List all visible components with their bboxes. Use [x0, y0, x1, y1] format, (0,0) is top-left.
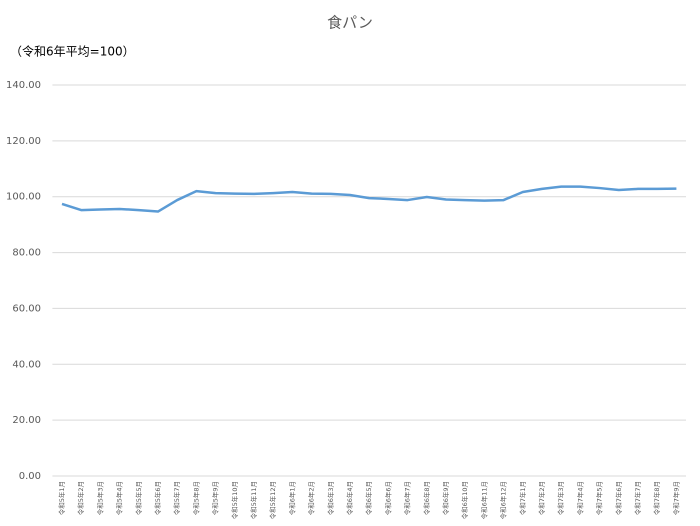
x-tick-label: 令和6年4月	[345, 481, 354, 515]
x-tick-label: 令和5年6月	[153, 481, 162, 515]
x-tick-label: 令和6年1月	[287, 481, 296, 515]
x-tick-label: 令和7年8月	[652, 481, 661, 515]
x-tick-label: 令和6年12月	[499, 481, 508, 519]
y-tick-label: 60.00	[12, 303, 41, 314]
series-line	[61, 185, 677, 213]
x-tick-label: 令和5年3月	[95, 481, 104, 515]
x-tick-label: 令和6年11月	[479, 481, 488, 519]
chart-subtitle: （令和6年平均=100）	[10, 44, 135, 59]
x-tick-label: 令和5年11月	[249, 481, 258, 519]
x-tick-label: 令和6年3月	[326, 481, 335, 515]
x-tick-label: 令和7年6月	[614, 481, 623, 515]
y-tick-label: 20.00	[12, 415, 41, 426]
y-tick-label: 40.00	[12, 359, 41, 370]
y-tick-label: 120.00	[6, 136, 41, 147]
x-tick-label: 令和7年5月	[595, 481, 604, 515]
x-tick-label: 令和6年7月	[403, 481, 412, 515]
x-tick-label: 令和7年2月	[537, 481, 546, 515]
x-tick-label: 令和5年2月	[76, 481, 85, 515]
x-tick-label: 令和6年10月	[460, 481, 469, 519]
x-tick-label: 令和5年12月	[268, 481, 277, 519]
y-tick-label: 100.00	[6, 192, 41, 203]
x-tick-label: 令和7年1月	[518, 481, 527, 515]
x-tick-label: 令和7年4月	[575, 481, 584, 515]
x-tick-label: 令和5年5月	[134, 481, 143, 515]
x-tick-label: 令和6年2月	[307, 481, 316, 515]
x-tick-label: 令和5年8月	[191, 481, 200, 515]
y-tick-label: 140.00	[6, 80, 41, 91]
x-tick-label: 令和5年10月	[230, 481, 239, 519]
x-tick-label: 令和6年9月	[441, 481, 450, 515]
x-tick-label: 令和5年1月	[57, 481, 66, 515]
x-tick-label: 令和6年6月	[383, 481, 392, 515]
x-tick-label: 令和7年7月	[633, 481, 642, 515]
x-tick-label: 令和6年8月	[422, 481, 431, 515]
y-tick-label: 80.00	[12, 248, 41, 259]
x-tick-label: 令和5年7月	[172, 481, 181, 515]
y-tick-label: 0.00	[19, 471, 41, 482]
x-tick-label: 令和7年3月	[556, 481, 565, 515]
x-tick-label: 令和5年4月	[115, 481, 124, 515]
x-tick-label: 令和6年5月	[364, 481, 373, 515]
x-tick-label: 令和7年9月	[671, 481, 680, 515]
x-tick-label: 令和5年9月	[211, 481, 220, 515]
chart-title: 食パン	[327, 14, 373, 32]
